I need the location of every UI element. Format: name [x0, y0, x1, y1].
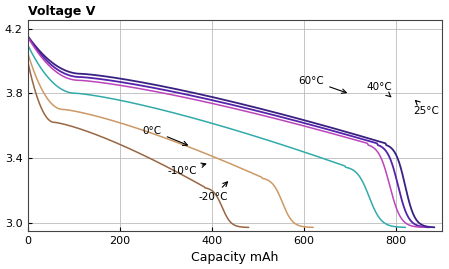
- Text: 40°C: 40°C: [367, 82, 392, 97]
- Text: 60°C: 60°C: [299, 76, 346, 93]
- Text: 0°C: 0°C: [143, 126, 187, 146]
- Text: -10°C: -10°C: [167, 163, 206, 176]
- X-axis label: Capacity mAh: Capacity mAh: [191, 251, 278, 264]
- Text: Voltage V: Voltage V: [27, 5, 95, 18]
- Text: 25°C: 25°C: [414, 101, 440, 116]
- Text: -20°C: -20°C: [198, 182, 228, 202]
